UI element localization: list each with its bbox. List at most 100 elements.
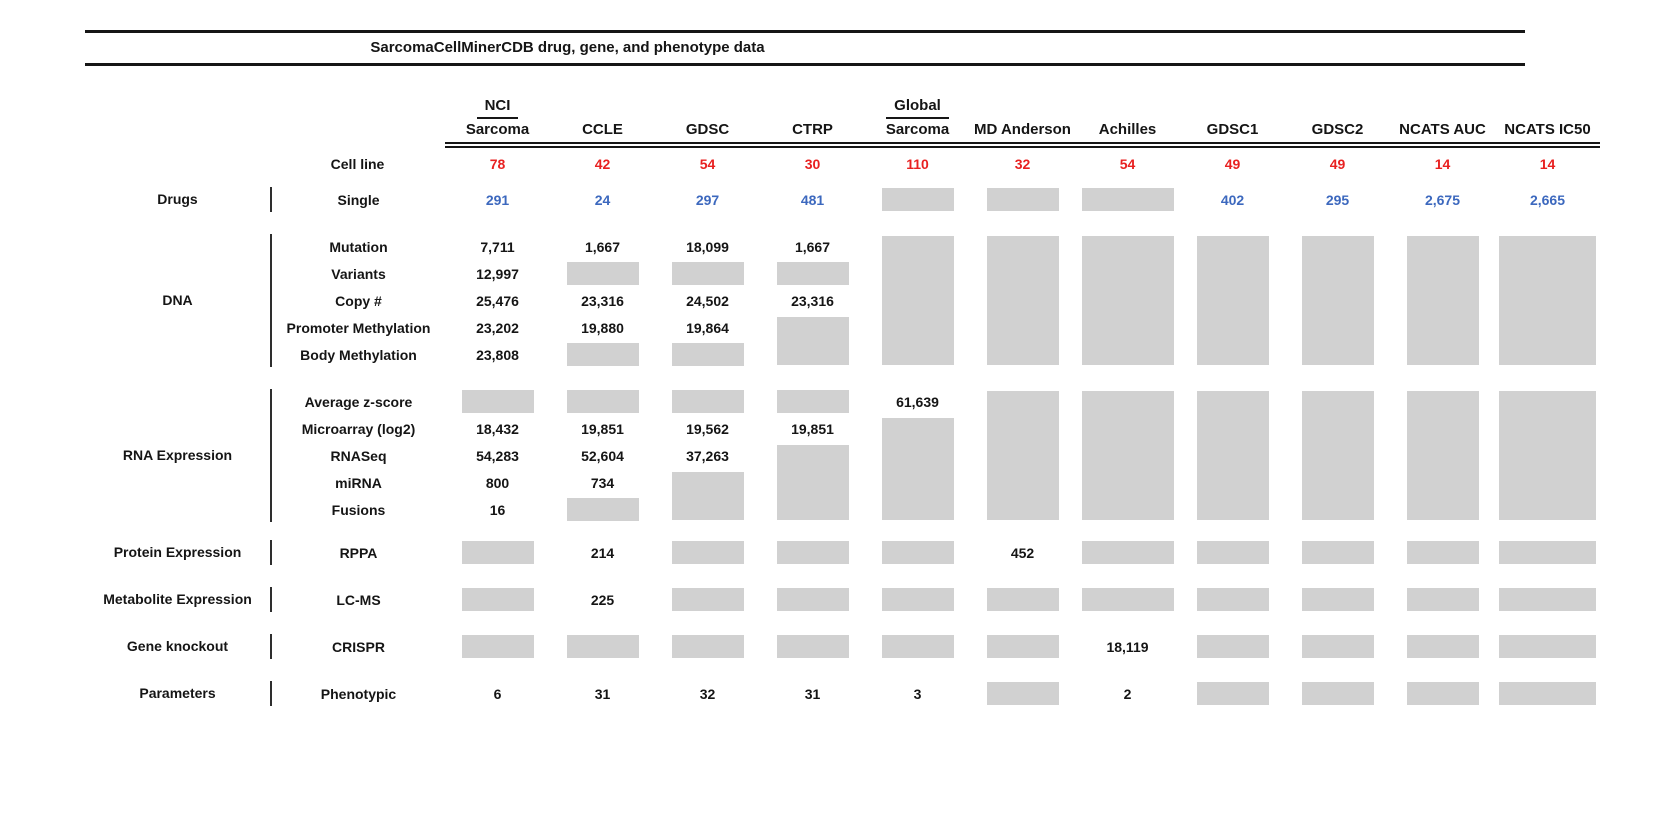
- section-gene-knockout: Gene knockout CRISPR 18,119: [85, 633, 1600, 660]
- no-data-box: [986, 236, 1059, 365]
- data-value: 18,119: [1106, 638, 1149, 655]
- row-label: Variants: [331, 265, 386, 282]
- cell-line-count: 78: [489, 156, 506, 172]
- no-data-box: [986, 682, 1059, 705]
- section-category: Parameters: [139, 685, 216, 701]
- data-value: 2,665: [1529, 191, 1566, 208]
- data-value: 1,667: [584, 238, 621, 255]
- no-data-box: [776, 445, 849, 520]
- no-data-box: [1406, 588, 1479, 611]
- data-value: 402: [1220, 191, 1245, 208]
- column-header-md-anderson: MD Anderson: [974, 121, 1071, 138]
- no-data-box: [776, 390, 849, 413]
- column-header-ncats-auc: NCATS AUC: [1399, 121, 1486, 138]
- cell-line-row-label: Cell line: [330, 156, 385, 172]
- no-data-box: [1081, 236, 1174, 365]
- section-category: Metabolite Expression: [103, 591, 252, 607]
- no-data-box: [1301, 236, 1374, 365]
- figure-title: SarcomaCellMinerCDB drug, gene, and phen…: [370, 39, 765, 56]
- data-value: 1,667: [794, 238, 831, 255]
- figure-title-block: SarcomaCellMinerCDB drug, gene, and phen…: [85, 30, 1525, 66]
- no-data-box: [671, 390, 744, 413]
- data-value: 452: [1010, 544, 1035, 561]
- no-data-box: [1499, 682, 1596, 705]
- row-label: Fusions: [331, 501, 386, 518]
- data-value: 19,880: [581, 319, 624, 336]
- section-rows: Average z-score Microarray (log2) RNASeq…: [272, 388, 1600, 523]
- no-data-box: [671, 541, 744, 564]
- data-value: 32: [699, 685, 716, 702]
- section-category: Gene knockout: [126, 638, 229, 654]
- no-data-box: [1081, 588, 1174, 611]
- column-header-gdsc: GDSC: [685, 121, 730, 138]
- no-data-box: [671, 472, 744, 520]
- no-data-box: [1196, 391, 1269, 520]
- no-data-box: [881, 635, 954, 658]
- no-data-box: [671, 343, 744, 366]
- section-divider-line: [270, 634, 272, 659]
- section-rows: Mutation Variants Copy # Promoter Methyl…: [272, 233, 1600, 368]
- data-value: 23,202: [476, 319, 519, 336]
- data-value: 7,711: [480, 238, 515, 255]
- data-value: 23,316: [791, 292, 834, 309]
- data-value: 19,851: [581, 420, 624, 437]
- no-data-box: [1406, 541, 1479, 564]
- data-value: 6: [493, 685, 502, 702]
- no-data-box: [566, 498, 639, 521]
- data-value: 24: [594, 191, 611, 208]
- row-label: Phenotypic: [320, 685, 397, 702]
- section-rows: Phenotypic 6 31 32 31 3 2: [272, 680, 1600, 707]
- no-data-box: [1301, 541, 1374, 564]
- data-value: 297: [695, 191, 720, 208]
- cell-line-count: 32: [1014, 156, 1031, 172]
- data-value: 12,997: [476, 265, 519, 282]
- column-header-achilles: Achilles: [1098, 121, 1157, 138]
- data-value: 31: [594, 685, 611, 702]
- no-data-box: [1196, 682, 1269, 705]
- data-value: 18,432: [476, 420, 519, 437]
- no-data-box: [461, 588, 534, 611]
- section-metabolite-expression: Metabolite Expression LC-MS 225: [85, 586, 1600, 613]
- no-data-box: [986, 588, 1059, 611]
- row-label: Mutation: [329, 238, 388, 255]
- no-data-box: [1499, 236, 1596, 365]
- data-value: 31: [804, 685, 821, 702]
- column-header-gdsc2: GDSC2: [1311, 121, 1364, 138]
- data-value: 3: [913, 685, 922, 702]
- section-rna-expression: RNA Expression Average z-score Microarra…: [85, 388, 1600, 523]
- no-data-box: [566, 635, 639, 658]
- data-value: 19,851: [791, 420, 834, 437]
- data-value: 225: [590, 591, 615, 608]
- data-value: 19,864: [686, 319, 729, 336]
- cell-line-count: 54: [699, 156, 716, 172]
- data-value: 23,808: [476, 346, 519, 363]
- row-label: miRNA: [335, 474, 382, 491]
- cell-line-count: 49: [1329, 156, 1346, 172]
- no-data-box: [1406, 635, 1479, 658]
- table-area: SarcomaCellMinerCDB drug, gene, and phen…: [85, 30, 1600, 707]
- column-header-gdsc1: GDSC1: [1206, 121, 1259, 138]
- no-data-box: [1499, 635, 1596, 658]
- data-value: 61,639: [896, 393, 939, 410]
- section-divider-line: [270, 234, 272, 367]
- no-data-box: [986, 635, 1059, 658]
- no-data-box: [1301, 682, 1374, 705]
- section-rows: Single 291 24 297 481 402 295 2,675 2,66…: [272, 186, 1600, 213]
- cell-line-count: 30: [804, 156, 821, 172]
- no-data-box: [566, 343, 639, 366]
- section-category: Drugs: [157, 191, 198, 207]
- no-data-box: [776, 262, 849, 285]
- section-divider-line: [270, 540, 272, 565]
- row-label: RNASeq: [330, 447, 387, 464]
- section-category: RNA Expression: [122, 447, 233, 463]
- cell-line-row-label-wrap: Cell line: [85, 148, 445, 172]
- section-divider-line: [270, 389, 272, 522]
- data-value: 291: [485, 191, 510, 208]
- cell-line-count: 14: [1539, 156, 1556, 172]
- no-data-box: [986, 188, 1059, 211]
- cell-line-count: 54: [1119, 156, 1136, 172]
- no-data-box: [671, 262, 744, 285]
- no-data-box: [1406, 236, 1479, 365]
- no-data-box: [776, 635, 849, 658]
- no-data-box: [566, 390, 639, 413]
